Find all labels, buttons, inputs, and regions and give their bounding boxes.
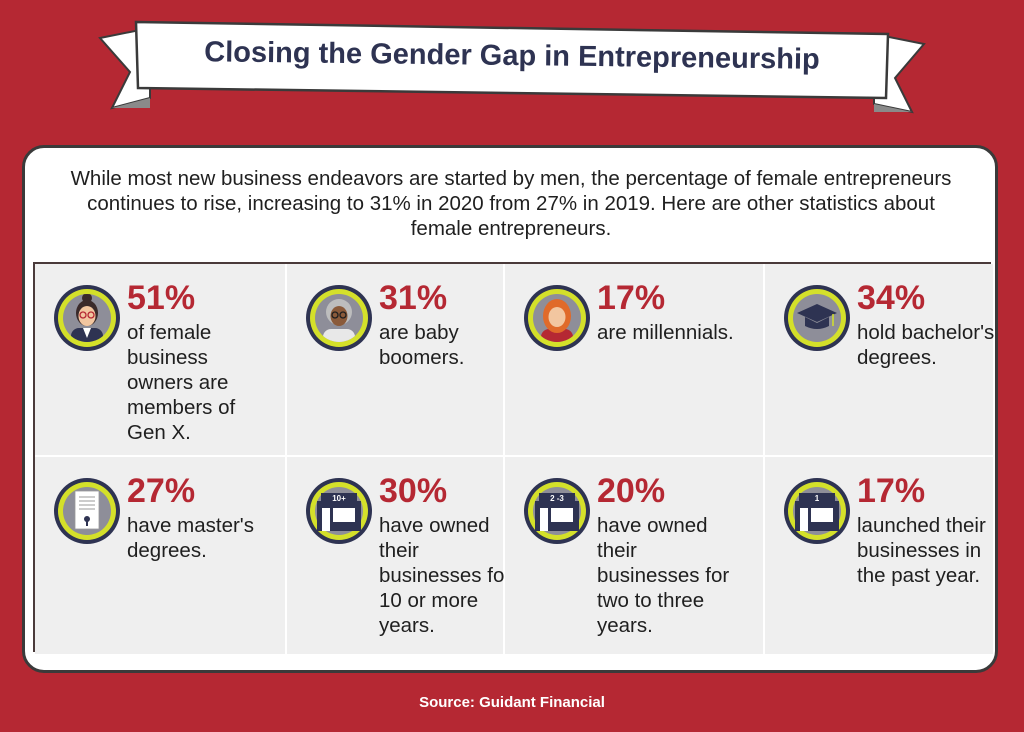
- title-banner: Closing the Gender Gap in Entrepreneursh…: [0, 0, 1024, 130]
- stat-percent: 31%: [379, 279, 448, 317]
- stat-percent: 17%: [857, 472, 926, 510]
- stats-panel: While most new business endeavors are st…: [22, 145, 998, 673]
- stat-description: have owned their businesses for two to t…: [597, 514, 730, 637]
- stat-card: 51% of female business owners are member…: [35, 264, 287, 457]
- stat-card: 31% are baby boomers.: [287, 264, 505, 457]
- stat-description: are baby boomers.: [379, 321, 465, 369]
- source-credit: Source: Guidant Financial: [419, 694, 605, 711]
- stat-description: have master's degrees.: [127, 514, 254, 562]
- intro-text: While most new business endeavors are st…: [70, 167, 952, 240]
- store-sign-label: 1: [815, 494, 820, 503]
- stat-percent: 30%: [379, 472, 448, 510]
- stat-card: 17% are millennials.: [505, 264, 765, 457]
- store-sign-label: 10+: [332, 494, 346, 503]
- stat-percent: 51%: [127, 279, 196, 317]
- stat-description: have owned their businesses for 10 or mo…: [379, 514, 512, 637]
- stat-description: launched their businesses in the past ye…: [857, 514, 986, 587]
- stat-card: 1 17% launched their businesses in the p…: [765, 457, 993, 654]
- stat-card: 27% have master's degrees.: [35, 457, 287, 654]
- storefront-icon: 10+: [305, 477, 373, 545]
- stat-card: 2 -3 20% have owned their businesses for…: [505, 457, 765, 654]
- diploma-icon: [53, 477, 121, 545]
- stat-percent: 27%: [127, 472, 196, 510]
- woman-genx-icon: [53, 284, 121, 352]
- stat-percent: 20%: [597, 472, 666, 510]
- stat-percent: 34%: [857, 279, 926, 317]
- stat-card: 10+ 30% have owned their businesses for …: [287, 457, 511, 654]
- stat-description: of female business owners are members of…: [127, 321, 236, 444]
- stat-percent: 17%: [597, 279, 666, 317]
- storefront-icon: 1: [783, 477, 851, 545]
- stat-card: 34% hold bachelor's degrees.: [765, 264, 994, 457]
- stat-description: are millennials.: [597, 321, 734, 344]
- store-sign-label: 2 -3: [550, 494, 564, 503]
- stat-description: hold bachelor's degrees.: [857, 321, 995, 369]
- storefront-icon: 2 -3: [523, 477, 591, 545]
- woman-boomer-icon: [305, 284, 373, 352]
- woman-millennial-icon: [523, 284, 591, 352]
- graduation-cap-icon: [783, 284, 851, 352]
- stats-grid: 51% of female business owners are member…: [33, 262, 994, 654]
